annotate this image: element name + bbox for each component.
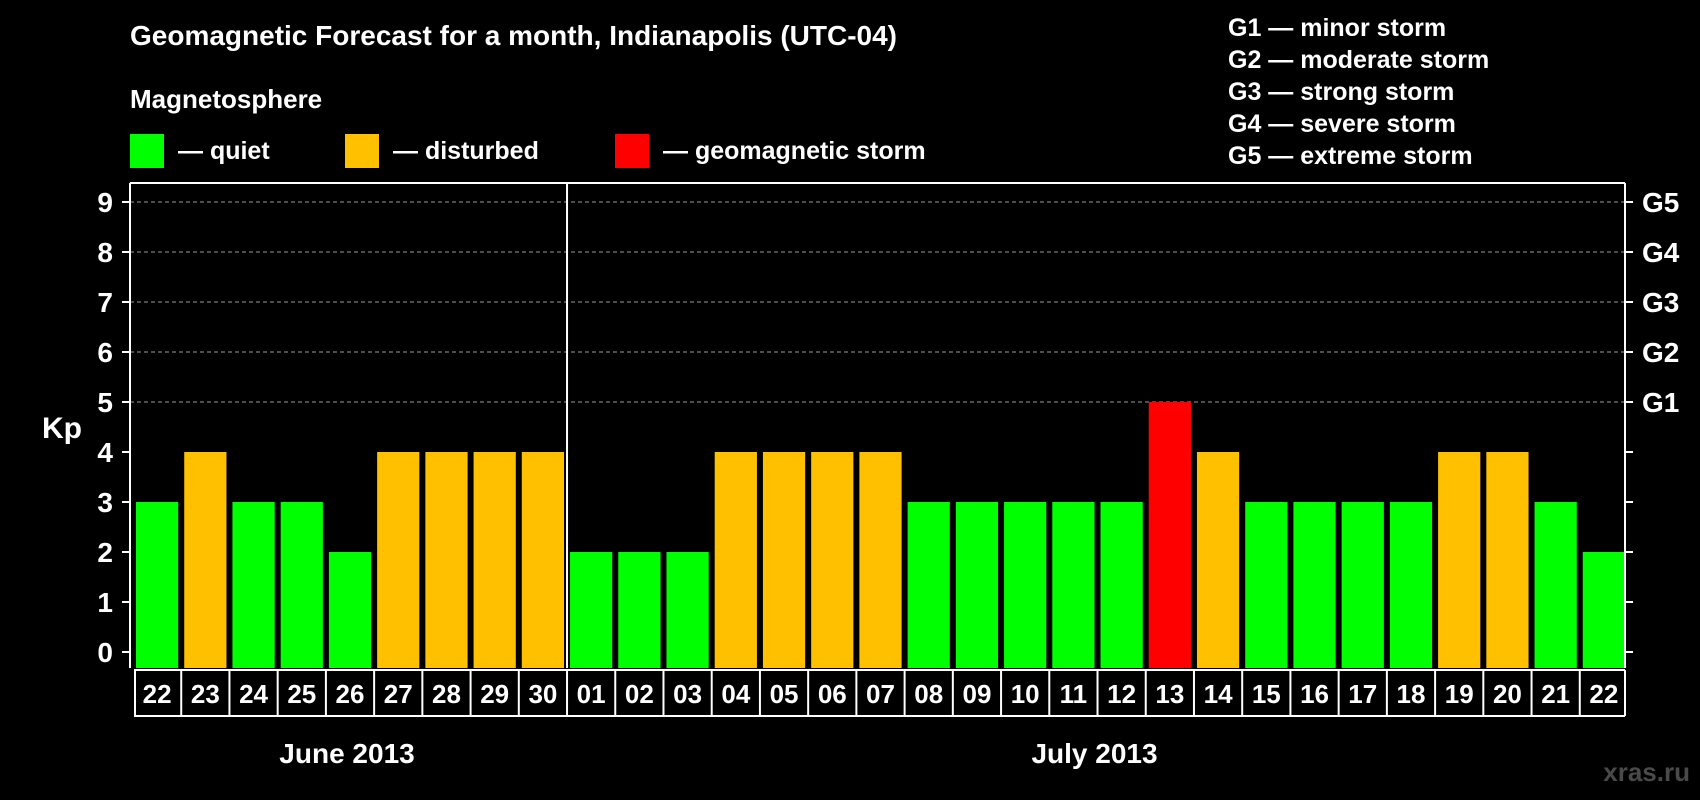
g-scale-g1: G1 — minor storm [1228,14,1447,42]
y-tick-label-9: 9 [97,187,113,218]
bar-2 [232,502,275,668]
y-tick-label-1: 1 [97,587,113,618]
day-label-30: 22 [1589,679,1618,709]
day-label-13: 05 [770,679,799,709]
day-label-14: 06 [818,679,847,709]
day-label-26: 18 [1397,679,1426,709]
bar-3 [280,502,323,668]
watermark: xras.ru [1603,757,1690,787]
bar-17 [955,502,999,668]
bar-6 [425,452,468,668]
bar-1 [184,452,227,668]
legend-item-storm: — geomagnetic storm [615,134,926,168]
bar-8 [521,452,565,668]
bar-12 [714,452,757,668]
legend-label-quiet: — quiet [178,136,270,165]
bar-27 [1438,452,1481,668]
day-label-15: 07 [866,679,895,709]
y-tick-label-4: 4 [97,437,113,468]
g-scale-g2: G2 — moderate storm [1228,46,1490,74]
bar-14 [811,452,854,668]
bar-29 [1534,502,1577,668]
right-axis-label-G2: G2 [1642,337,1679,368]
bar-10 [618,552,661,668]
bar-26 [1389,502,1433,668]
bar-25 [1341,502,1384,668]
bar-20 [1100,502,1143,668]
day-label-28: 20 [1493,679,1522,709]
legend-swatch-quiet [130,134,164,168]
bar-19 [1052,502,1095,668]
legend-item-quiet: — quiet [130,134,270,168]
y-axis-label: Kp [42,412,82,445]
day-label-11: 03 [673,679,702,709]
day-label-10: 02 [625,679,654,709]
day-label-22: 14 [1204,679,1233,709]
right-axis-label-G4: G4 [1642,237,1680,268]
bar-16 [907,502,950,668]
bar-18 [1004,502,1047,668]
legend-swatch-storm [615,134,649,168]
bar-24 [1293,502,1336,668]
bar-22 [1196,452,1240,668]
day-label-23: 15 [1252,679,1281,709]
day-label-3: 25 [287,679,316,709]
y-tick-label-7: 7 [97,287,113,318]
day-label-5: 27 [384,679,413,709]
bar-0 [136,502,179,668]
day-label-18: 10 [1011,679,1040,709]
y-tick-label-8: 8 [97,237,113,268]
bar-13 [762,452,806,668]
right-axis-label-G1: G1 [1642,387,1679,418]
legend-item-disturbed: — disturbed [345,134,539,168]
g-scale-g3: G3 — strong storm [1228,78,1455,106]
y-tick-label-3: 3 [97,487,113,518]
right-axis-label-G5: G5 [1642,187,1679,218]
bar-21 [1148,402,1191,668]
legend-heading: Magnetosphere [130,84,323,114]
day-label-0: 22 [143,679,172,709]
right-axis-label-G3: G3 [1642,287,1679,318]
legend-label-disturbed: — disturbed [393,136,539,165]
bar-7 [473,452,516,668]
g-scale-key: G1 — minor storm G2 — moderate storm G3 … [1228,12,1489,172]
bar-23 [1245,502,1288,668]
day-label-9: 01 [577,679,606,709]
bar-28 [1486,452,1529,668]
day-label-25: 17 [1348,679,1377,709]
month-label-1: July 2013 [1031,738,1157,769]
legend-swatch-disturbed [345,134,379,168]
day-label-24: 16 [1300,679,1329,709]
day-label-7: 29 [480,679,509,709]
day-label-8: 30 [528,679,557,709]
day-label-6: 28 [432,679,461,709]
day-label-4: 26 [336,679,365,709]
bar-4 [328,552,372,668]
day-label-20: 12 [1107,679,1136,709]
bar-15 [859,452,902,668]
bar-30 [1582,552,1625,668]
day-label-29: 21 [1541,679,1570,709]
day-label-1: 23 [191,679,220,709]
day-label-12: 04 [721,679,750,709]
day-label-21: 13 [1155,679,1184,709]
y-tick-label-6: 6 [97,337,113,368]
legend-label-storm: — geomagnetic storm [663,136,926,165]
chart-title: Geomagnetic Forecast for a month, Indian… [130,20,897,51]
y-tick-label-0: 0 [97,637,113,668]
month-label-0: June 2013 [279,738,414,769]
day-label-2: 24 [239,679,268,709]
day-label-17: 09 [962,679,991,709]
y-tick-label-5: 5 [97,387,113,418]
y-tick-label-2: 2 [97,537,113,568]
day-label-27: 19 [1445,679,1474,709]
g-scale-g5: G5 — extreme storm [1228,142,1473,170]
day-label-16: 08 [914,679,943,709]
bar-9 [570,552,613,668]
day-label-19: 11 [1060,679,1088,709]
g-scale-g4: G4 — severe storm [1228,110,1456,138]
bar-11 [666,552,709,668]
bar-5 [377,452,420,668]
